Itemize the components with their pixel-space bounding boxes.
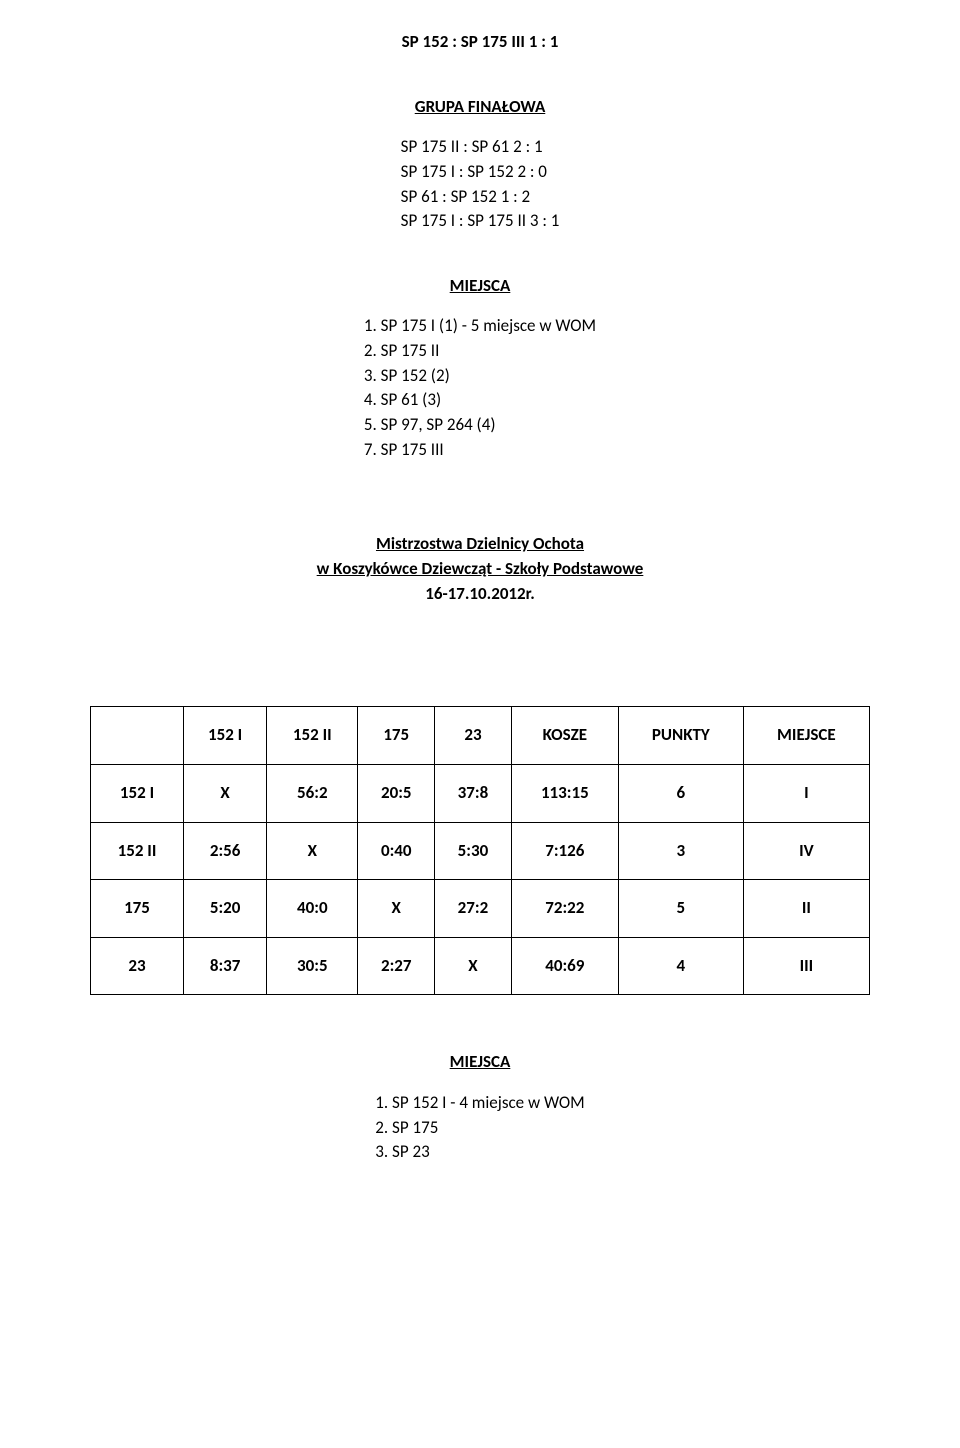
championship-date: 16-17.10.2012r. xyxy=(90,582,870,607)
table-cell: X xyxy=(184,764,267,822)
place-row: 4. SP 61 (3) xyxy=(364,388,596,413)
table-cell: II xyxy=(743,880,869,938)
places-title: MIEJSCA xyxy=(90,274,870,299)
table-header-cell: PUNKTY xyxy=(618,707,743,765)
table-cell: 7:126 xyxy=(511,822,618,880)
table-cell: 23 xyxy=(91,937,184,995)
place-row: 7. SP 175 III xyxy=(364,438,596,463)
table-cell: X xyxy=(435,937,512,995)
table-cell: X xyxy=(267,822,358,880)
place-row: 2. SP 175 xyxy=(375,1116,584,1141)
table-cell: I xyxy=(743,764,869,822)
place-row: 1. SP 175 I (1) - 5 miejsce w WOM xyxy=(364,314,596,339)
score-row: SP 175 I : SP 152 2 : 0 xyxy=(401,160,560,185)
table-cell: 37:8 xyxy=(435,764,512,822)
places2-title: MIEJSCA xyxy=(90,1050,870,1075)
table-cell: 40:69 xyxy=(511,937,618,995)
table-cell: 3 xyxy=(618,822,743,880)
table-cell: IV xyxy=(743,822,869,880)
table-header-cell: 175 xyxy=(358,707,435,765)
table-cell: 56:2 xyxy=(267,764,358,822)
table-cell: 30:5 xyxy=(267,937,358,995)
places-list: 1. SP 175 I (1) - 5 miejsce w WOM 2. SP … xyxy=(364,314,596,462)
places2-list: 1. SP 152 I - 4 miejsce w WOM 2. SP 175 … xyxy=(375,1091,584,1165)
championship-line1: Mistrzostwa Dzielnicy Ochota xyxy=(90,532,870,557)
table-cell: 152 II xyxy=(91,822,184,880)
place-row: 2. SP 175 II xyxy=(364,339,596,364)
table-header-row: 152 I 152 II 175 23 KOSZE PUNKTY MIEJSCE xyxy=(91,707,870,765)
table-header-cell: 152 II xyxy=(267,707,358,765)
table-cell: 72:22 xyxy=(511,880,618,938)
table-cell: 8:37 xyxy=(184,937,267,995)
table-header-cell: 152 I xyxy=(184,707,267,765)
results-table: 152 I 152 II 175 23 KOSZE PUNKTY MIEJSCE… xyxy=(90,706,870,995)
table-row: 175 5:20 40:0 X 27:2 72:22 5 II xyxy=(91,880,870,938)
championship-heading: Mistrzostwa Dzielnicy Ochota w Koszykówc… xyxy=(90,532,870,606)
header-score: SP 152 : SP 175 III 1 : 1 xyxy=(90,30,870,55)
championship-line2: w Koszykówce Dziewcząt - Szkoły Podstawo… xyxy=(90,557,870,582)
table-header-cell: MIEJSCE xyxy=(743,707,869,765)
table-cell: 27:2 xyxy=(435,880,512,938)
table-cell: 175 xyxy=(91,880,184,938)
table-cell: 5:30 xyxy=(435,822,512,880)
table-cell: 113:15 xyxy=(511,764,618,822)
table-cell: X xyxy=(358,880,435,938)
table-cell: 40:0 xyxy=(267,880,358,938)
table-row: 23 8:37 30:5 2:27 X 40:69 4 III xyxy=(91,937,870,995)
table-cell: 4 xyxy=(618,937,743,995)
score-row: SP 175 I : SP 175 II 3 : 1 xyxy=(401,209,560,234)
table-header-cell: 23 xyxy=(435,707,512,765)
table-cell: 152 I xyxy=(91,764,184,822)
table-cell: 2:56 xyxy=(184,822,267,880)
table-cell: 0:40 xyxy=(358,822,435,880)
place-row: 1. SP 152 I - 4 miejsce w WOM xyxy=(375,1091,584,1116)
table-header-cell: KOSZE xyxy=(511,707,618,765)
group-title: GRUPA FINAŁOWA xyxy=(90,95,870,120)
table-cell: III xyxy=(743,937,869,995)
table-cell: 6 xyxy=(618,764,743,822)
table-cell: 20:5 xyxy=(358,764,435,822)
place-row: 3. SP 23 xyxy=(375,1140,584,1165)
place-row: 3. SP 152 (2) xyxy=(364,364,596,389)
table-cell: 2:27 xyxy=(358,937,435,995)
group-scores: SP 175 II : SP 61 2 : 1 SP 175 I : SP 15… xyxy=(401,135,560,234)
table-header-cell xyxy=(91,707,184,765)
place-row: 5. SP 97, SP 264 (4) xyxy=(364,413,596,438)
score-row: SP 61 : SP 152 1 : 2 xyxy=(401,185,560,210)
score-row: SP 175 II : SP 61 2 : 1 xyxy=(401,135,560,160)
table-row: 152 II 2:56 X 0:40 5:30 7:126 3 IV xyxy=(91,822,870,880)
table-row: 152 I X 56:2 20:5 37:8 113:15 6 I xyxy=(91,764,870,822)
table-cell: 5 xyxy=(618,880,743,938)
table-cell: 5:20 xyxy=(184,880,267,938)
